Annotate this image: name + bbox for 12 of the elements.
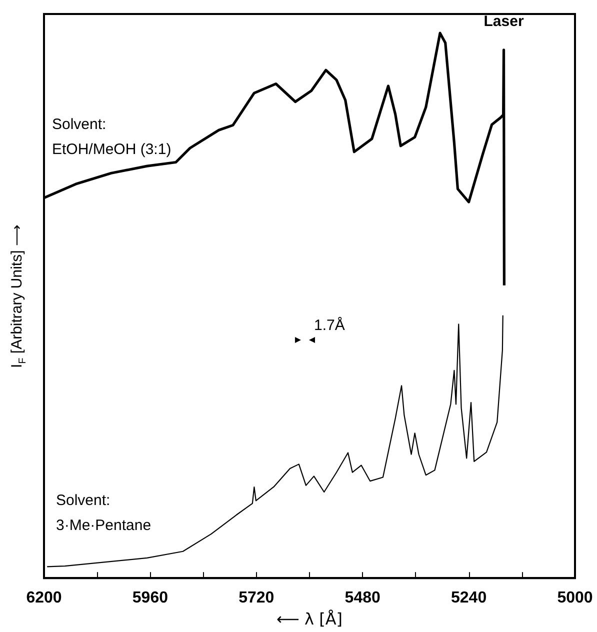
annotation: Laser (484, 12, 524, 30)
x-tick-label: 5240 (451, 590, 487, 607)
x-tick-label: 6200 (26, 590, 62, 607)
x-tick-label: 5000 (557, 590, 593, 607)
x-tick-label: 5480 (344, 590, 380, 607)
x-axis-title: ⟵ λ [Å] (276, 610, 343, 628)
x-tick-label: 5960 (132, 590, 168, 607)
annotation: 1.7Å (314, 316, 345, 334)
series-label: Solvent: 3·Me·Pentane (56, 492, 152, 534)
x-tick-label: 5720 (238, 590, 274, 607)
series-label: Solvent: EtOH/MeOH (3:1) (52, 116, 172, 158)
y-axis-title: IF [Arbitrary Units] ⟶ (8, 224, 28, 368)
